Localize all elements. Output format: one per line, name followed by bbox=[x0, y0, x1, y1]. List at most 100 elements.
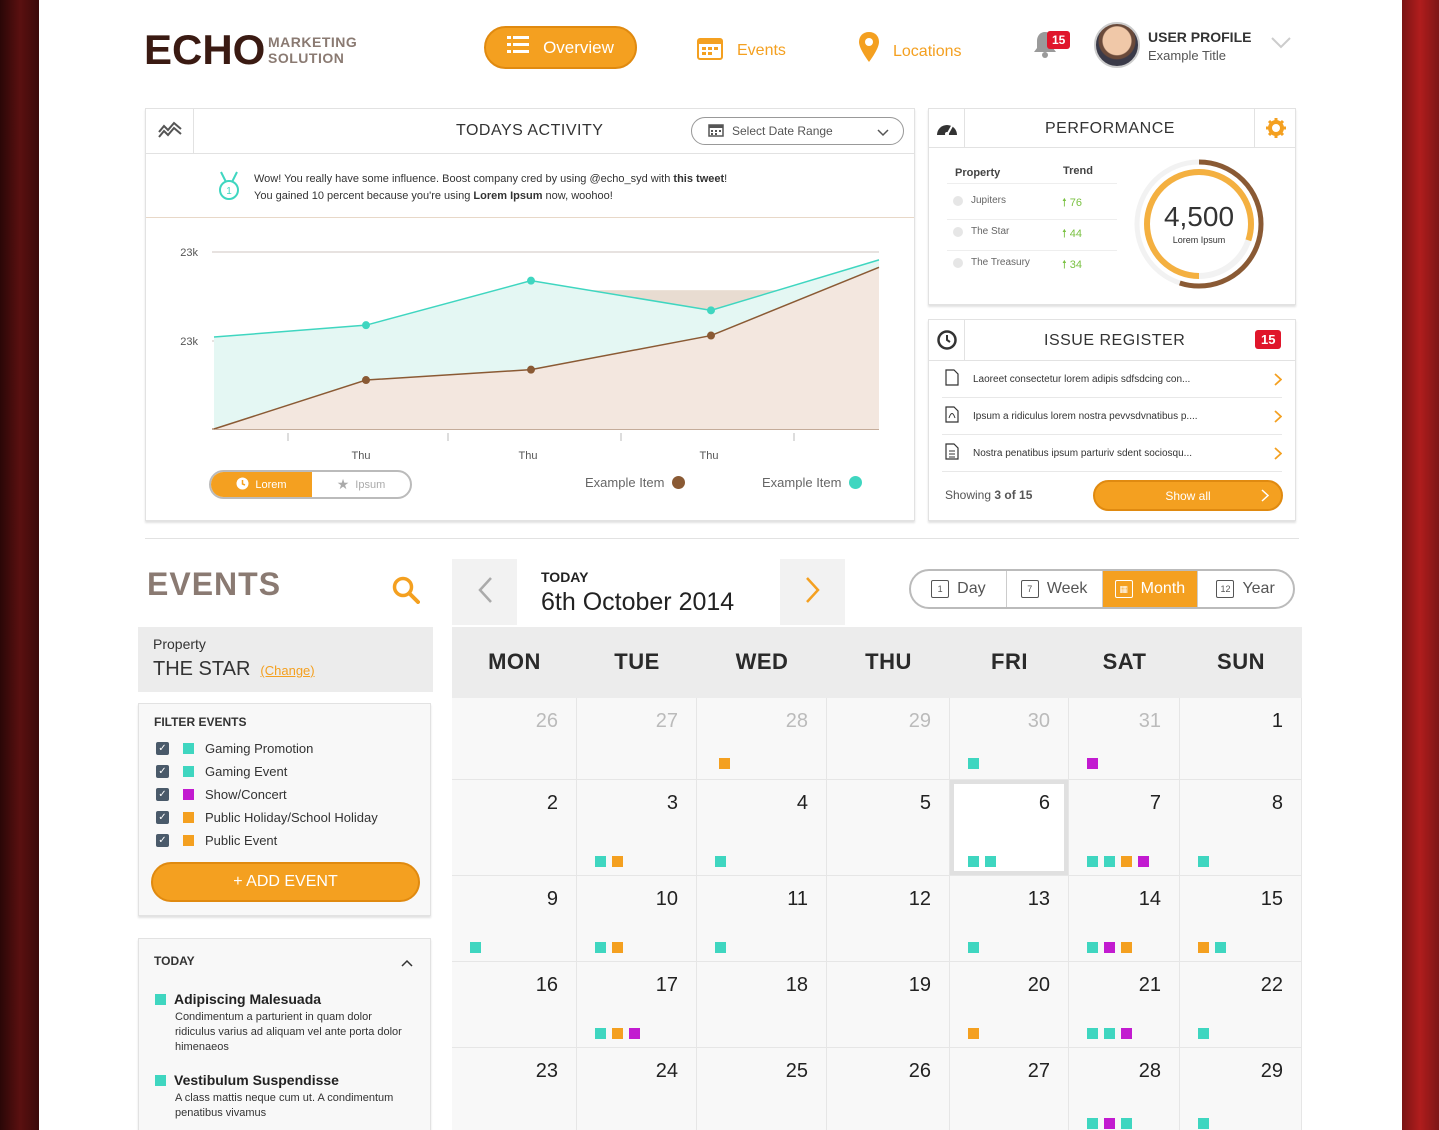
checkbox-checked[interactable]: ✓ bbox=[156, 742, 169, 755]
date-range-select[interactable]: Select Date Range bbox=[691, 117, 904, 145]
calendar-day-cell[interactable]: 27 bbox=[577, 698, 697, 780]
event-marker[interactable] bbox=[612, 856, 623, 867]
filter-checkbox-row[interactable]: ✓ Public Holiday/School Holiday bbox=[156, 806, 378, 829]
calendar-day-cell[interactable]: 9 bbox=[452, 876, 577, 962]
calendar-day-cell[interactable]: 1 bbox=[1180, 698, 1302, 780]
calendar-day-cell[interactable]: 28 bbox=[1069, 1048, 1180, 1130]
event-marker[interactable] bbox=[1215, 942, 1226, 953]
calendar-day-cell[interactable]: 14 bbox=[1069, 876, 1180, 962]
calendar-day-cell[interactable]: 8 bbox=[1180, 780, 1302, 876]
calendar-day-cell[interactable]: 26 bbox=[827, 1048, 950, 1130]
calendar-day-cell[interactable]: 31 bbox=[1069, 698, 1180, 780]
event-marker[interactable] bbox=[968, 1028, 979, 1039]
calendar-day-cell[interactable]: 10 bbox=[577, 876, 697, 962]
calendar-day-cell[interactable]: 2 bbox=[452, 780, 577, 876]
event-marker[interactable] bbox=[1121, 942, 1132, 953]
filter-checkbox-row[interactable]: ✓ Public Event bbox=[156, 829, 378, 852]
event-marker[interactable] bbox=[715, 856, 726, 867]
calendar-day-cell[interactable]: 16 bbox=[452, 962, 577, 1048]
calendar-day-cell[interactable]: 3 bbox=[577, 780, 697, 876]
calendar-day-cell[interactable]: 6 bbox=[950, 780, 1069, 876]
today-event-item[interactable]: Adipiscing Malesuada Condimentum a partu… bbox=[155, 991, 405, 1055]
event-marker[interactable] bbox=[1104, 1028, 1115, 1039]
search-icon[interactable] bbox=[392, 576, 420, 609]
calendar-day-cell[interactable]: 25 bbox=[697, 1048, 827, 1130]
event-marker[interactable] bbox=[968, 758, 979, 769]
checkbox-checked[interactable]: ✓ bbox=[156, 765, 169, 778]
calendar-day-cell[interactable]: 18 bbox=[697, 962, 827, 1048]
filter-checkbox-row[interactable]: ✓ Gaming Promotion bbox=[156, 737, 378, 760]
event-marker[interactable] bbox=[715, 942, 726, 953]
toggle-lorem-button[interactable]: Lorem bbox=[211, 472, 312, 497]
event-marker[interactable] bbox=[612, 1028, 623, 1039]
today-event-item[interactable]: Vestibulum Suspendisse A class mattis ne… bbox=[155, 1072, 405, 1121]
next-button[interactable] bbox=[780, 559, 845, 625]
checkbox-checked[interactable]: ✓ bbox=[156, 811, 169, 824]
issue-row[interactable]: Laoreet consectetur lorem adipis sdfsdci… bbox=[942, 361, 1283, 398]
event-marker[interactable] bbox=[1104, 1118, 1115, 1129]
event-marker[interactable] bbox=[968, 856, 979, 867]
calendar-day-cell[interactable]: 4 bbox=[697, 780, 827, 876]
toggle-ipsum-button[interactable]: ★ Ipsum bbox=[312, 472, 410, 497]
event-marker[interactable] bbox=[612, 942, 623, 953]
calendar-day-cell[interactable]: 24 bbox=[577, 1048, 697, 1130]
issue-row[interactable]: Nostra penatibus ipsum parturiv sdent so… bbox=[942, 435, 1283, 472]
tweet-link[interactable]: this tweet bbox=[673, 173, 725, 185]
calendar-day-cell[interactable]: 29 bbox=[1180, 1048, 1302, 1130]
calendar-day-cell[interactable]: 17 bbox=[577, 962, 697, 1048]
event-marker[interactable] bbox=[1198, 1028, 1209, 1039]
checkbox-checked[interactable]: ✓ bbox=[156, 788, 169, 801]
event-marker[interactable] bbox=[1138, 856, 1149, 867]
calendar-day-cell[interactable]: 19 bbox=[827, 962, 950, 1048]
calendar-day-cell[interactable]: 12 bbox=[827, 876, 950, 962]
event-marker[interactable] bbox=[470, 942, 481, 953]
filter-checkbox-row[interactable]: ✓ Show/Concert bbox=[156, 783, 378, 806]
event-marker[interactable] bbox=[985, 856, 996, 867]
event-marker[interactable] bbox=[1121, 1028, 1132, 1039]
event-marker[interactable] bbox=[1104, 856, 1115, 867]
event-marker[interactable] bbox=[1121, 1118, 1132, 1129]
notifications-button[interactable]: 15 bbox=[1032, 30, 1071, 63]
filter-checkbox-row[interactable]: ✓ Gaming Event bbox=[156, 760, 378, 783]
event-marker[interactable] bbox=[1104, 942, 1115, 953]
chevron-up-icon[interactable] bbox=[401, 954, 413, 972]
prev-button[interactable] bbox=[452, 559, 517, 625]
show-all-button[interactable]: Show all bbox=[1093, 480, 1283, 511]
event-marker[interactable] bbox=[595, 1028, 606, 1039]
event-marker[interactable] bbox=[1198, 856, 1209, 867]
event-marker[interactable] bbox=[1087, 1028, 1098, 1039]
nav-events-link[interactable]: Events bbox=[697, 36, 786, 65]
calendar-day-cell[interactable]: 22 bbox=[1180, 962, 1302, 1048]
view-week-button[interactable]: 7 Week bbox=[1007, 571, 1103, 607]
calendar-day-cell[interactable]: 29 bbox=[827, 698, 950, 780]
event-marker[interactable] bbox=[1087, 758, 1098, 769]
event-marker[interactable] bbox=[1121, 856, 1132, 867]
event-marker[interactable] bbox=[719, 758, 730, 769]
view-day-button[interactable]: 1 Day bbox=[911, 571, 1007, 607]
calendar-day-cell[interactable]: 15 bbox=[1180, 876, 1302, 962]
view-month-button[interactable]: ▦ Month bbox=[1102, 571, 1199, 607]
change-property-link[interactable]: (Change) bbox=[260, 663, 315, 678]
add-event-button[interactable]: + ADD EVENT bbox=[151, 862, 420, 902]
calendar-day-cell[interactable]: 23 bbox=[452, 1048, 577, 1130]
calendar-day-cell[interactable]: 7 bbox=[1069, 780, 1180, 876]
event-marker[interactable] bbox=[1198, 1118, 1209, 1129]
checkbox-checked[interactable]: ✓ bbox=[156, 834, 169, 847]
avatar[interactable] bbox=[1094, 22, 1140, 68]
event-marker[interactable] bbox=[595, 942, 606, 953]
chevron-down-icon[interactable] bbox=[1271, 36, 1291, 54]
issue-row[interactable]: Ipsum a ridiculus lorem nostra pevvsdvna… bbox=[942, 398, 1283, 435]
calendar-day-cell[interactable]: 11 bbox=[697, 876, 827, 962]
gear-icon[interactable] bbox=[1254, 109, 1296, 147]
event-marker[interactable] bbox=[595, 856, 606, 867]
event-marker[interactable] bbox=[1198, 942, 1209, 953]
event-marker[interactable] bbox=[968, 942, 979, 953]
event-marker[interactable] bbox=[629, 1028, 640, 1039]
calendar-day-cell[interactable]: 13 bbox=[950, 876, 1069, 962]
event-marker[interactable] bbox=[1087, 856, 1098, 867]
view-year-button[interactable]: 12 Year bbox=[1198, 571, 1293, 607]
calendar-day-cell[interactable]: 21 bbox=[1069, 962, 1180, 1048]
calendar-day-cell[interactable]: 27 bbox=[950, 1048, 1069, 1130]
nav-locations-link[interactable]: Locations bbox=[859, 32, 962, 67]
nav-overview-button[interactable]: Overview bbox=[484, 26, 637, 69]
